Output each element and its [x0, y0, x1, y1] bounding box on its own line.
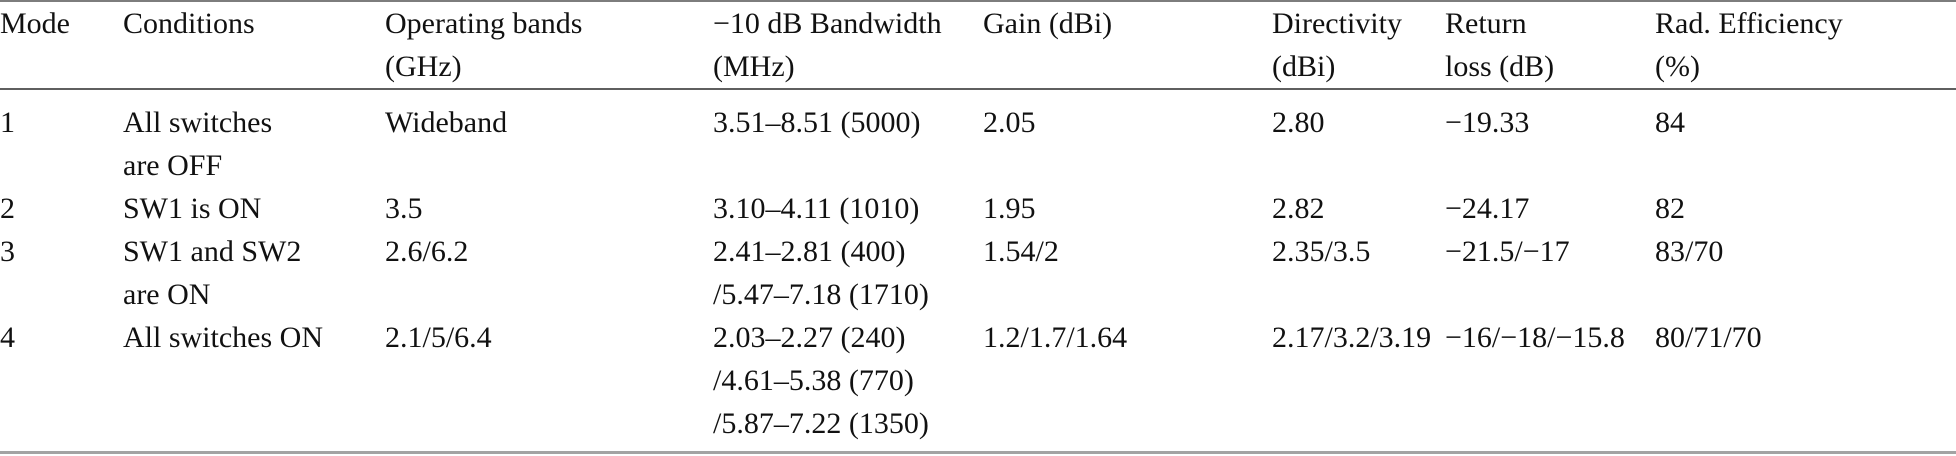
col-header-directivity: Directivity (dBi): [1272, 1, 1445, 90]
cell-return-loss: −16/−18/−15.8: [1445, 321, 1625, 354]
cell-gain: 1.54/2: [983, 235, 1059, 268]
cell-operating-bands: Wideband: [385, 106, 508, 139]
table-row-mode-4: 4 All switches ON 2.1/5/6.4 2.03–2.27 (2…: [0, 316, 1956, 453]
col-header-rad-efficiency: Rad. Efficiency (%): [1655, 1, 1956, 90]
cell-return-loss: −24.17: [1445, 192, 1530, 225]
col-header-operating-bands: Operating bands (GHz): [385, 1, 713, 90]
cell-gain: 2.05: [983, 106, 1036, 139]
cell-directivity: 2.80: [1272, 106, 1325, 139]
col-header-bandwidth: −10 dB Bandwidth (MHz): [713, 1, 983, 90]
table-row-mode-2: 2 SW1 is ON 3.5 3.10–4.11 (1010) 1.95 2.…: [0, 187, 1956, 230]
table-row-mode-3: 3 SW1 and SW2 are ON 2.6/6.2 2.41–2.81 (…: [0, 230, 1956, 316]
cell-conditions: SW1 is ON: [123, 192, 262, 225]
cell-rad-efficiency: 82: [1655, 192, 1685, 225]
cell-mode: 2: [0, 192, 15, 225]
col-header-conditions: Conditions: [123, 1, 385, 90]
col-header-return-loss: Return loss (dB): [1445, 1, 1655, 90]
col-header-gain: Gain (dBi): [983, 1, 1272, 90]
cell-rad-efficiency: 83/70: [1655, 235, 1724, 268]
cell-return-loss: −21.5/−17: [1445, 235, 1570, 268]
cell-conditions: SW1 and SW2 are ON: [123, 235, 302, 311]
table-row-mode-1: 1 All switches are OFF Wideband 3.51–8.5…: [0, 89, 1956, 187]
cell-bandwidth: 2.41–2.81 (400) /5.47–7.18 (1710): [713, 235, 929, 311]
cell-gain: 1.95: [983, 192, 1036, 225]
cell-mode: 4: [0, 321, 15, 354]
cell-mode: 1: [0, 106, 15, 139]
header-row: Mode Conditions Operating bands (GHz) −1…: [0, 1, 1956, 90]
cell-mode: 3: [0, 235, 15, 268]
cell-return-loss: −19.33: [1445, 106, 1530, 139]
cell-gain: 1.2/1.7/1.64: [983, 321, 1128, 354]
cell-rad-efficiency: 80/71/70: [1655, 321, 1762, 354]
cell-directivity: 2.17/3.2/3.19: [1272, 321, 1432, 354]
cell-bandwidth: 2.03–2.27 (240) /4.61–5.38 (770) /5.87–7…: [713, 321, 929, 440]
cell-operating-bands: 3.5: [385, 192, 423, 225]
cell-operating-bands: 2.1/5/6.4: [385, 321, 492, 354]
cell-bandwidth: 3.10–4.11 (1010): [713, 192, 920, 225]
cell-conditions: All switches are OFF: [123, 106, 273, 182]
col-header-mode: Mode: [0, 1, 123, 90]
cell-conditions: All switches ON: [123, 321, 323, 354]
cell-directivity: 2.35/3.5: [1272, 235, 1371, 268]
cell-directivity: 2.82: [1272, 192, 1325, 225]
cell-bandwidth: 3.51–8.51 (5000): [713, 106, 921, 139]
cell-rad-efficiency: 84: [1655, 106, 1685, 139]
cell-operating-bands: 2.6/6.2: [385, 235, 469, 268]
